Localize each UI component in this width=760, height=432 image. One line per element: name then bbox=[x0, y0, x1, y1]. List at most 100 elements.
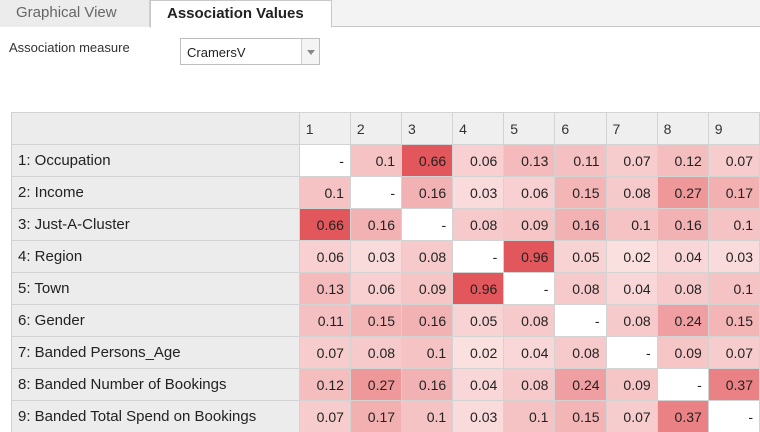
association-cell[interactable]: 0.15 bbox=[554, 176, 607, 209]
association-cell[interactable]: 0.96 bbox=[452, 272, 505, 305]
column-header[interactable]: 3 bbox=[401, 112, 454, 145]
association-cell[interactable]: 0.08 bbox=[605, 176, 658, 209]
association-cell[interactable]: 0.1 bbox=[707, 272, 760, 305]
association-cell[interactable]: 0.06 bbox=[349, 272, 403, 305]
association-cell[interactable]: 0.08 bbox=[554, 336, 607, 369]
association-cell[interactable]: 0.11 bbox=[298, 304, 351, 337]
association-cell[interactable]: - bbox=[656, 368, 709, 401]
column-header[interactable]: 7 bbox=[605, 112, 658, 145]
association-cell[interactable]: 0.96 bbox=[503, 240, 556, 273]
association-cell[interactable]: 0.27 bbox=[656, 176, 709, 209]
association-cell[interactable]: 0.05 bbox=[554, 240, 607, 273]
association-cell[interactable]: 0.08 bbox=[452, 208, 505, 241]
association-cell[interactable]: 0.04 bbox=[656, 240, 709, 273]
association-cell[interactable]: 0.06 bbox=[298, 240, 351, 273]
association-cell[interactable]: 0.12 bbox=[298, 368, 351, 401]
association-cell[interactable]: 0.66 bbox=[401, 144, 454, 177]
association-cell[interactable]: 0.04 bbox=[452, 368, 505, 401]
association-cell[interactable]: - bbox=[349, 176, 403, 209]
association-cell[interactable]: 0.16 bbox=[401, 176, 454, 209]
association-cell[interactable]: 0.08 bbox=[503, 368, 556, 401]
tab-graphical-view[interactable]: Graphical View bbox=[0, 0, 150, 27]
association-cell[interactable]: - bbox=[298, 144, 351, 177]
association-cell[interactable]: 0.15 bbox=[349, 304, 403, 337]
association-cell[interactable]: 0.09 bbox=[605, 368, 658, 401]
row-header[interactable]: 9: Banded Total Spend on Bookings bbox=[11, 400, 300, 432]
association-cell[interactable]: - bbox=[554, 304, 607, 337]
association-cell[interactable]: 0.13 bbox=[298, 272, 351, 305]
association-cell[interactable]: 0.08 bbox=[349, 336, 403, 369]
column-header[interactable]: 1 bbox=[298, 112, 351, 145]
association-cell[interactable]: 0.15 bbox=[554, 400, 607, 432]
tab-association-values[interactable]: Association Values bbox=[150, 0, 332, 28]
association-cell[interactable]: 0.07 bbox=[605, 144, 658, 177]
association-cell[interactable]: 0.04 bbox=[605, 272, 658, 305]
association-cell[interactable]: 0.1 bbox=[605, 208, 658, 241]
column-header[interactable]: 5 bbox=[503, 112, 556, 145]
association-cell[interactable]: 0.1 bbox=[298, 176, 351, 209]
association-cell[interactable]: 0.09 bbox=[401, 272, 454, 305]
dropdown-button[interactable] bbox=[301, 39, 319, 64]
association-measure-select[interactable]: CramersV bbox=[180, 38, 320, 65]
association-cell[interactable]: 0.24 bbox=[656, 304, 709, 337]
association-cell[interactable]: 0.16 bbox=[554, 208, 607, 241]
column-header[interactable]: 4 bbox=[452, 112, 505, 145]
association-cell[interactable]: 0.1 bbox=[707, 208, 760, 241]
association-cell[interactable]: 0.09 bbox=[656, 336, 709, 369]
association-cell[interactable]: 0.07 bbox=[707, 336, 760, 369]
association-cell[interactable]: - bbox=[401, 208, 454, 241]
association-cell[interactable]: 0.02 bbox=[452, 336, 505, 369]
association-cell[interactable]: 0.06 bbox=[452, 144, 505, 177]
association-cell[interactable]: 0.08 bbox=[503, 304, 556, 337]
association-cell[interactable]: 0.08 bbox=[656, 272, 709, 305]
row-header[interactable]: 1: Occupation bbox=[11, 144, 300, 177]
association-cell[interactable]: - bbox=[707, 400, 760, 432]
association-cell[interactable]: 0.02 bbox=[605, 240, 658, 273]
association-cell[interactable]: 0.17 bbox=[707, 176, 760, 209]
row-header[interactable]: 2: Income bbox=[11, 176, 300, 209]
association-cell[interactable]: 0.09 bbox=[503, 208, 556, 241]
association-cell[interactable]: 0.16 bbox=[656, 208, 709, 241]
column-header[interactable]: 2 bbox=[349, 112, 403, 145]
association-cell[interactable]: 0.24 bbox=[554, 368, 607, 401]
association-cell[interactable]: 0.1 bbox=[503, 400, 556, 432]
association-cell[interactable]: - bbox=[452, 240, 505, 273]
association-cell[interactable]: 0.16 bbox=[401, 304, 454, 337]
association-cell[interactable]: 0.1 bbox=[401, 400, 454, 432]
association-cell[interactable]: 0.66 bbox=[298, 208, 351, 241]
association-cell[interactable]: 0.12 bbox=[656, 144, 709, 177]
association-cell[interactable]: 0.27 bbox=[349, 368, 403, 401]
column-header[interactable]: 8 bbox=[656, 112, 709, 145]
association-cell[interactable]: 0.16 bbox=[401, 368, 454, 401]
association-cell[interactable]: 0.37 bbox=[707, 368, 760, 401]
association-cell[interactable]: 0.07 bbox=[298, 400, 351, 432]
association-cell[interactable]: 0.13 bbox=[503, 144, 556, 177]
association-cell[interactable]: 0.03 bbox=[349, 240, 403, 273]
row-header[interactable]: 6: Gender bbox=[11, 304, 300, 337]
association-cell[interactable]: 0.17 bbox=[349, 400, 403, 432]
association-cell[interactable]: 0.11 bbox=[554, 144, 607, 177]
row-header[interactable]: 8: Banded Number of Bookings bbox=[11, 368, 300, 401]
association-cell[interactable]: 0.05 bbox=[452, 304, 505, 337]
association-cell[interactable]: 0.1 bbox=[401, 336, 454, 369]
association-cell[interactable]: 0.04 bbox=[503, 336, 556, 369]
association-cell[interactable]: 0.03 bbox=[452, 176, 505, 209]
association-cell[interactable]: 0.37 bbox=[656, 400, 709, 432]
column-header[interactable]: 6 bbox=[554, 112, 607, 145]
row-header[interactable]: 4: Region bbox=[11, 240, 300, 273]
row-header[interactable]: 5: Town bbox=[11, 272, 300, 305]
association-cell[interactable]: 0.07 bbox=[707, 144, 760, 177]
association-cell[interactable]: 0.08 bbox=[554, 272, 607, 305]
association-cell[interactable]: 0.07 bbox=[298, 336, 351, 369]
association-cell[interactable]: - bbox=[605, 336, 658, 369]
association-cell[interactable]: 0.06 bbox=[503, 176, 556, 209]
association-cell[interactable]: - bbox=[503, 272, 556, 305]
association-cell[interactable]: 0.08 bbox=[605, 304, 658, 337]
association-cell[interactable]: 0.16 bbox=[349, 208, 403, 241]
association-cell[interactable]: 0.1 bbox=[349, 144, 403, 177]
association-cell[interactable]: 0.07 bbox=[605, 400, 658, 432]
column-header[interactable]: 9 bbox=[707, 112, 760, 145]
row-header[interactable]: 7: Banded Persons_Age bbox=[11, 336, 300, 369]
row-header[interactable]: 3: Just-A-Cluster bbox=[11, 208, 300, 241]
association-cell[interactable]: 0.08 bbox=[401, 240, 454, 273]
